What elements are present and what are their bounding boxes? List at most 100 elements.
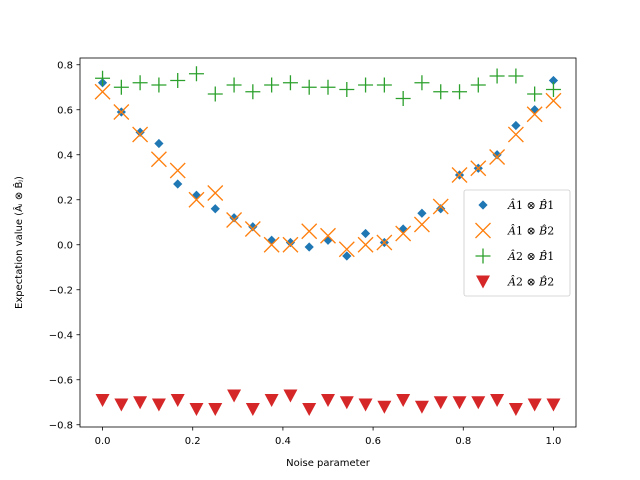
- data-point: [396, 394, 411, 407]
- x-tick-label: 0.0: [95, 436, 111, 447]
- plot-marks: [94, 66, 562, 416]
- data-point: [489, 68, 505, 84]
- legend-item: Â2 ⊗ B̂1: [475, 248, 554, 264]
- y-axis-label: Expectation value (Âᵢ ⊗ B̂ⱼ): [12, 176, 25, 309]
- data-point: [150, 151, 167, 168]
- y-tick-label: 0.0: [57, 240, 73, 251]
- y-tick-label: −0.6: [49, 375, 73, 386]
- data-point: [414, 75, 430, 91]
- data-point: [248, 222, 258, 232]
- data-point: [527, 398, 542, 412]
- data-point: [301, 79, 317, 95]
- data-point: [320, 79, 336, 95]
- data-point: [436, 204, 446, 214]
- data-point: [282, 75, 298, 91]
- legend-marker: [475, 248, 491, 264]
- data-point: [227, 389, 242, 403]
- data-point: [173, 179, 183, 189]
- data-point: [135, 127, 145, 137]
- legend-item: Â1 ⊗ B̂2: [475, 222, 554, 239]
- x-tick-label: 0.6: [365, 436, 381, 447]
- data-point: [95, 70, 111, 86]
- data-point: [545, 92, 562, 109]
- data-point: [301, 223, 318, 240]
- data-point: [154, 138, 164, 149]
- data-point: [548, 75, 559, 86]
- data-point: [304, 242, 314, 252]
- series-4: [95, 389, 561, 416]
- data-point: [264, 77, 280, 93]
- y-tick-label: −0.2: [49, 285, 73, 296]
- data-point: [320, 227, 336, 244]
- data-point: [376, 234, 393, 251]
- data-point: [170, 73, 186, 88]
- series-3: [95, 66, 561, 106]
- legend: Â1 ⊗ B̂1 Â1 ⊗ B̂2 Â2 ⊗ B̂1 Â2 ⊗ B̂2: [463, 189, 571, 297]
- data-point: [546, 398, 561, 412]
- data-point: [321, 394, 335, 407]
- data-point: [508, 403, 523, 416]
- legend-item: Â1 ⊗ B̂1: [478, 198, 554, 212]
- data-point: [263, 236, 280, 253]
- data-point: [417, 208, 427, 218]
- data-point: [283, 389, 298, 403]
- data-point: [170, 394, 185, 407]
- data-point: [432, 198, 449, 215]
- data-point: [470, 160, 487, 177]
- data-point: [95, 394, 110, 407]
- data-point: [229, 213, 239, 223]
- data-point: [530, 105, 540, 115]
- legend-label: Â2 ⊗ B̂1: [507, 249, 554, 263]
- data-point: [357, 236, 374, 253]
- data-point: [452, 396, 467, 410]
- data-point: [226, 212, 243, 228]
- data-point: [527, 86, 543, 102]
- legend-label: Â1 ⊗ B̂1: [507, 198, 554, 212]
- data-point: [338, 241, 355, 258]
- y-tick-label: 0.2: [57, 195, 73, 206]
- data-point: [358, 398, 373, 412]
- data-point: [451, 167, 468, 183]
- data-point: [358, 77, 374, 93]
- y-axis: −0.8 −0.6 −0.4 −0.2 0.0 0.2 0.4 0.6 0.8: [49, 60, 80, 431]
- y-tick-label: 0.8: [57, 60, 73, 71]
- data-point: [339, 396, 354, 410]
- data-point: [470, 77, 486, 93]
- data-point: [413, 216, 430, 233]
- data-point: [245, 403, 260, 416]
- data-point: [207, 86, 223, 102]
- data-point: [94, 83, 111, 100]
- y-tick-label: 0.4: [57, 150, 73, 161]
- data-point: [377, 400, 392, 414]
- data-point: [508, 68, 524, 84]
- data-point: [282, 236, 299, 253]
- data-point: [113, 79, 129, 95]
- legend-marker: [476, 275, 490, 289]
- data-point: [132, 75, 148, 91]
- data-point: [452, 84, 468, 100]
- y-tick-label: −0.8: [49, 420, 73, 431]
- data-point: [285, 237, 296, 248]
- data-point: [245, 84, 261, 100]
- legend-item: Â2 ⊗ B̂2: [476, 275, 554, 289]
- data-point: [339, 82, 355, 97]
- data-point: [395, 91, 411, 106]
- data-point: [489, 149, 506, 165]
- y-tick-label: −0.4: [49, 330, 73, 341]
- legend-label: Â2 ⊗ B̂2: [507, 275, 554, 289]
- x-axis-label: Noise parameter: [286, 458, 371, 469]
- data-point: [511, 120, 521, 131]
- data-point: [133, 396, 148, 410]
- x-tick-label: 1.0: [546, 436, 562, 447]
- data-point: [188, 66, 204, 82]
- data-point: [433, 396, 448, 410]
- legend-label: Â1 ⊗ B̂2: [507, 224, 554, 238]
- data-point: [376, 77, 392, 93]
- x-tick-label: 0.4: [275, 436, 291, 447]
- data-point: [208, 403, 223, 416]
- series-2: [94, 83, 562, 258]
- data-point: [342, 251, 352, 261]
- data-point: [169, 162, 186, 179]
- data-point: [526, 106, 543, 123]
